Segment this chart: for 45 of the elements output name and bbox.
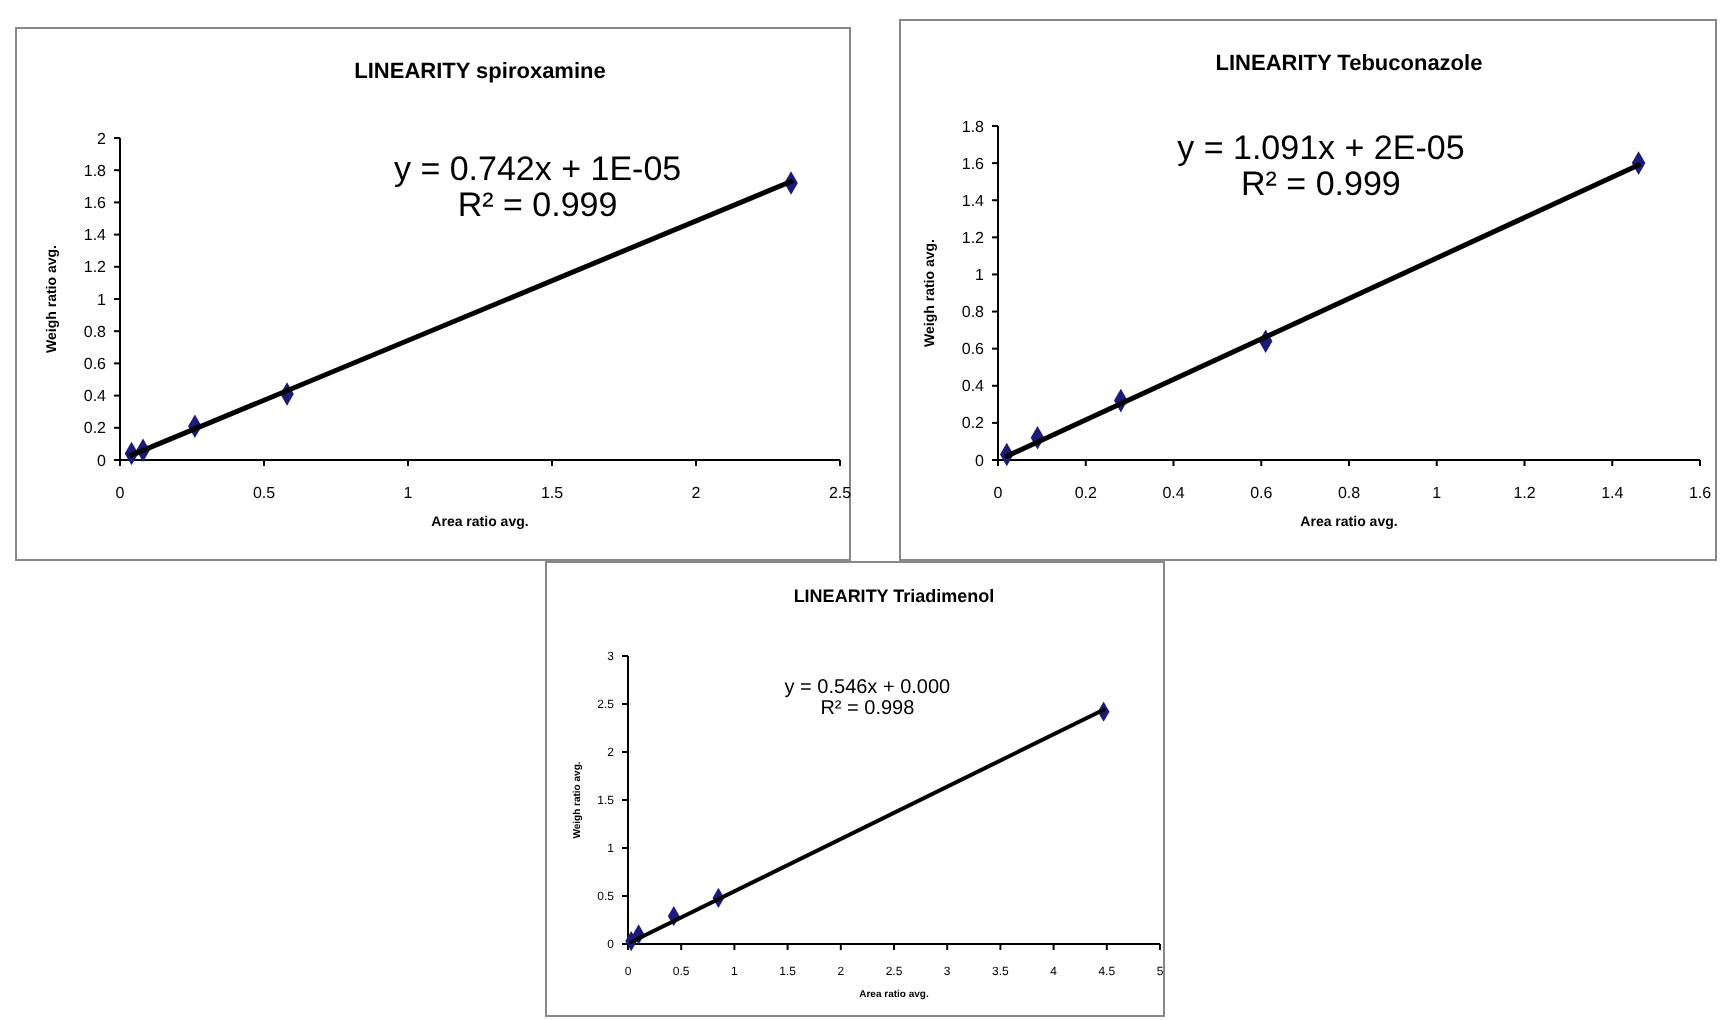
y-tick-label: 0.8: [83, 322, 108, 341]
y-tick-label: 0.8: [961, 303, 986, 322]
y-tick-label: 0.6: [961, 340, 986, 359]
x-tick-label: 2: [691, 483, 702, 502]
y-tick-label: 0.4: [83, 387, 108, 406]
x-tick-label: 0.4: [1162, 483, 1186, 502]
x-tick-label: 0.5: [252, 483, 277, 502]
y-tick-label: 1.8: [961, 117, 986, 136]
chart-title: LINEARITY Tebuconazole: [1215, 52, 1483, 76]
y-tick-label: 1.4: [961, 191, 986, 210]
x-tick-label: 1: [1432, 483, 1443, 502]
x-tick-label: 0.2: [1074, 483, 1098, 502]
y-tick-label: 1.2: [961, 228, 986, 247]
x-tick-label: 0: [993, 483, 1004, 502]
y-tick-label: 1.2: [83, 258, 108, 277]
annotation: y = 0.742x + 1E-05: [393, 149, 682, 188]
x-tick-label: 0: [115, 483, 126, 502]
x-tick-label: 2.5: [828, 483, 853, 502]
annotation: y = 0.546x + 0.000: [784, 677, 952, 700]
x-tick-label: 1.2: [1513, 483, 1537, 502]
x-tick-label: 1.4: [1601, 483, 1625, 502]
x-tick-label: 1: [403, 483, 414, 502]
annotation: R² = 0.999: [1241, 165, 1401, 204]
annotation: y = 1.091x + 2E-05: [1177, 129, 1465, 168]
annotation: R² = 0.998: [820, 698, 916, 721]
y-tick-label: 0: [97, 451, 108, 470]
y-tick-label: 1.6: [961, 154, 986, 173]
y-tick-label: 0.2: [961, 414, 986, 433]
chart-title: LINEARITY spiroxamine: [354, 60, 606, 84]
y-tick-label: 2: [97, 129, 108, 148]
y-tick-label: 1.4: [83, 226, 108, 245]
x-tick-label: 1.5: [540, 483, 565, 502]
y-tick-label: 1.6: [83, 194, 108, 212]
annotation: R² = 0.999: [457, 185, 618, 224]
y-tick-label: 0.6: [83, 355, 108, 373]
y-tick-label: 0.2: [83, 419, 108, 438]
y-tick-label: 0.4: [961, 377, 986, 396]
y-tick-label: 1.8: [83, 161, 108, 180]
chart-title: LINEARITY Triadimenol: [793, 586, 995, 606]
y-tick-label: 1: [975, 266, 986, 285]
x-tick-label: 0.8: [1337, 483, 1362, 502]
x-tick-label: 1.6: [1688, 483, 1713, 502]
x-tick-label: 0.6: [1250, 483, 1274, 502]
y-tick-label: 0: [975, 451, 986, 470]
y-tick-label: 1: [97, 290, 108, 309]
